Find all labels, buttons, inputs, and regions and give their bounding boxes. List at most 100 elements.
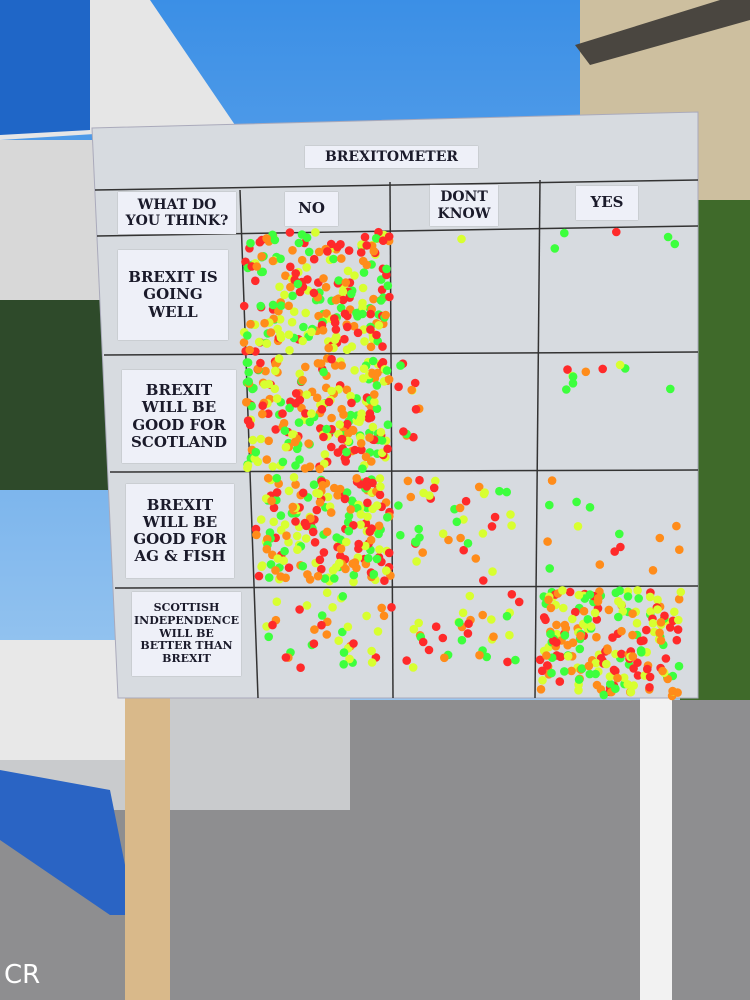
title: BREXITOMETER bbox=[305, 146, 478, 168]
sticker-dot bbox=[303, 275, 312, 284]
sticker-dot bbox=[660, 611, 669, 621]
sticker-dot bbox=[318, 326, 328, 335]
sticker-dot bbox=[256, 515, 266, 524]
sticker-dot bbox=[272, 488, 282, 497]
sticker-dot bbox=[636, 636, 646, 646]
sticker-dot bbox=[478, 610, 488, 620]
sticker-dot bbox=[381, 310, 391, 320]
sticker-dot bbox=[300, 518, 310, 528]
sticker-dot bbox=[461, 496, 471, 506]
sticker-dot bbox=[244, 377, 253, 386]
row-label: BREXIT IS GOING WELL bbox=[118, 250, 228, 340]
sticker-dot bbox=[583, 615, 593, 624]
sticker-dot bbox=[272, 473, 282, 483]
sticker-dot bbox=[565, 587, 575, 597]
sticker-dot bbox=[586, 622, 596, 631]
sticker-dot bbox=[349, 639, 358, 648]
sticker-dot bbox=[584, 661, 594, 671]
sticker-dot bbox=[257, 252, 267, 261]
sticker-dot bbox=[464, 619, 473, 628]
sticker-dot bbox=[322, 527, 332, 537]
sticker-dot bbox=[674, 594, 684, 604]
sticker-dot bbox=[288, 502, 298, 512]
sticker-dot bbox=[658, 666, 667, 676]
sticker-dot bbox=[628, 652, 638, 661]
sticker-dot bbox=[243, 358, 253, 367]
sticker-dot bbox=[301, 308, 311, 318]
sticker-dot bbox=[362, 611, 371, 621]
sticker-dot bbox=[301, 534, 311, 543]
sticker-dot bbox=[610, 547, 619, 556]
sticker-dot bbox=[338, 295, 348, 305]
sticker-dot bbox=[317, 611, 327, 620]
sticker-dot bbox=[263, 473, 273, 483]
sticker-dot bbox=[661, 654, 671, 663]
sticker-dot bbox=[339, 410, 348, 419]
sticker-dot bbox=[370, 390, 379, 399]
sticker-dot bbox=[358, 464, 367, 474]
column-header: YES bbox=[576, 186, 638, 220]
sticker-dot bbox=[656, 636, 666, 645]
sticker-dot bbox=[267, 496, 276, 506]
sticker-dot bbox=[478, 529, 488, 538]
sticker-dot bbox=[279, 556, 289, 565]
sticker-dot bbox=[633, 671, 643, 680]
sticker-dot bbox=[363, 512, 372, 521]
sticker-dot bbox=[406, 492, 416, 502]
sticker-dot bbox=[558, 586, 567, 595]
sticker-dot bbox=[561, 624, 571, 633]
sticker-dot bbox=[538, 676, 547, 685]
sticker-dot bbox=[269, 503, 279, 513]
sticker-dot bbox=[262, 455, 272, 464]
sticker-dot bbox=[438, 633, 448, 643]
sticker-dot bbox=[264, 632, 274, 642]
sticker-dot bbox=[482, 652, 492, 662]
sticker-dot bbox=[367, 457, 376, 466]
sticker-dot bbox=[539, 613, 549, 622]
sticker-dot bbox=[243, 463, 252, 473]
sticker-dot bbox=[334, 276, 344, 285]
sticker-dot bbox=[440, 653, 449, 663]
sticker-dot bbox=[537, 666, 547, 676]
sticker-dot bbox=[369, 246, 379, 256]
sticker-dot bbox=[563, 652, 573, 661]
sticker-dot bbox=[642, 625, 651, 635]
sticker-dot bbox=[286, 282, 295, 292]
sticker-dot bbox=[330, 335, 340, 345]
sticker-dot bbox=[366, 309, 375, 319]
sticker-dot bbox=[350, 271, 359, 280]
sticker-dot bbox=[284, 537, 293, 547]
sticker-dot bbox=[262, 544, 272, 554]
sticker-dot bbox=[352, 474, 362, 483]
sticker-dot bbox=[268, 256, 278, 266]
sticker-dot bbox=[288, 291, 297, 301]
sticker-dot bbox=[643, 664, 652, 674]
sticker-dot bbox=[424, 645, 434, 655]
sticker-dot bbox=[407, 385, 417, 395]
sticker-dot bbox=[293, 279, 303, 289]
sticker-dot bbox=[319, 432, 328, 442]
sticker-dot bbox=[672, 635, 682, 645]
sticker-dot bbox=[271, 425, 281, 434]
sticker-dot bbox=[323, 492, 333, 502]
sticker-dot bbox=[322, 309, 331, 318]
sticker-dot bbox=[342, 345, 352, 355]
sticker-dot bbox=[292, 531, 302, 541]
sticker-dot bbox=[317, 620, 326, 630]
sticker-dot bbox=[396, 361, 405, 370]
sticker-dot bbox=[312, 505, 322, 515]
sticker-dot bbox=[256, 358, 265, 368]
sticker-dot bbox=[317, 564, 326, 574]
sticker-dot bbox=[364, 554, 373, 563]
sticker-dot bbox=[471, 554, 481, 563]
grid-line bbox=[96, 225, 699, 237]
sticker-dot bbox=[579, 606, 589, 616]
sticker-dot bbox=[342, 385, 352, 395]
sticker-dot bbox=[349, 521, 358, 530]
sticker-dot bbox=[367, 524, 376, 533]
sticker-dot bbox=[394, 501, 403, 510]
sticker-dot bbox=[341, 457, 351, 466]
sticker-dot bbox=[536, 685, 546, 694]
sticker-dot bbox=[488, 567, 497, 576]
sticker-dot bbox=[368, 356, 378, 366]
